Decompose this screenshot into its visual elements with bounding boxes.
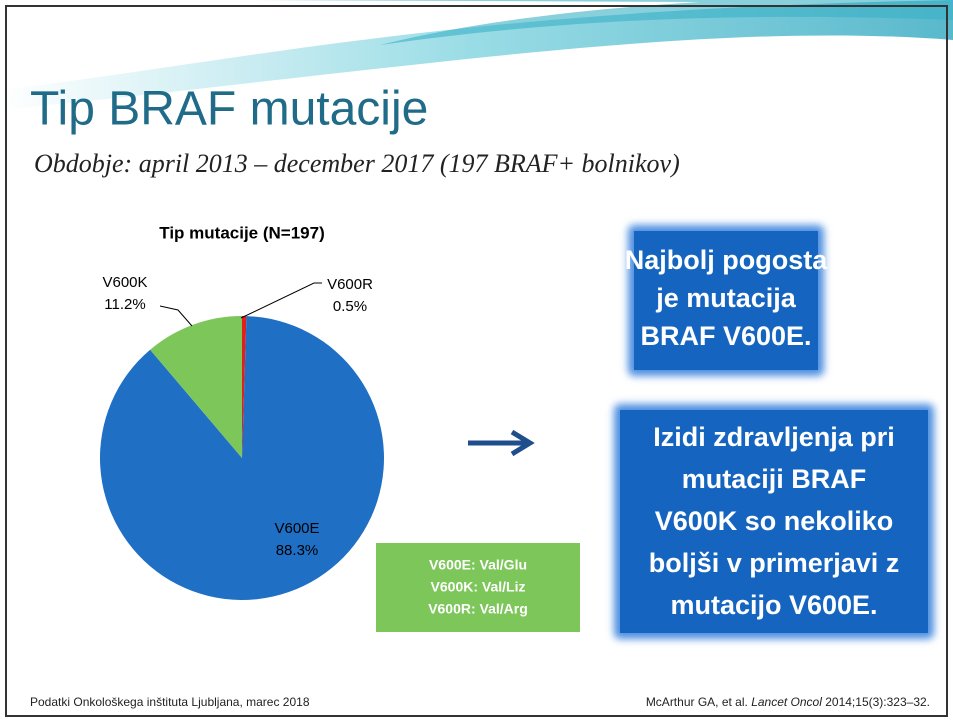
callout-line: BRAF V600E. [640,321,811,351]
callout-line: Najbolj pogosta [625,245,828,275]
legend-box-line: V600K: Val/Liz [431,579,526,595]
callout-box [620,410,928,633]
swoosh [250,0,953,45]
frame [5,5,948,717]
callout-line: V600K so nekoliko [655,506,894,536]
citation: McArthur GA, et al. [646,695,751,709]
slice-value-label: 0.5% [333,298,367,315]
slide-title: Tip BRAF mutacije [30,83,428,136]
swoosh [0,0,953,110]
chart-title: Tip mutacije (N=197) [159,223,325,242]
slice-label: V600E [274,520,319,537]
callout-line: boljši v primerjavi z [649,548,900,578]
leader-line [159,305,193,327]
pie-slice [242,316,247,458]
arrow [468,429,535,457]
leader-line [240,282,322,319]
slice-label: V600R [327,276,373,293]
footer-left: Podatki Onkološkega inštituta Ljubljana,… [30,695,310,709]
slice-value-label: 88.3% [276,542,319,559]
slice-value-label: 11.2% [104,296,145,313]
legend-box-line: V600E: Val/Glu [429,557,527,573]
legend-box-line: V600R: Val/Arg [428,601,528,617]
legend-box [376,543,580,632]
callout-box [634,231,818,370]
footer-right: McArthur GA, et al. Lancet Oncol 2014;15… [646,695,930,709]
slice-label: V600K [102,274,147,291]
pie-slice [150,316,242,458]
subtitle: Obdobje: april 2013 – december 2017 (197… [34,149,680,178]
callout-line: Izidi zdravljenja pri [653,422,895,452]
legend-box-text: V600E: Val/Glu V600K: Val/Liz V600R: Val/A… [428,557,528,617]
callout-line: mutaciji BRAF [682,464,867,494]
callouts: Najbolj pogosta je mutacija BRAF V600E. Izi… [625,245,900,620]
callout-line: je mutacija [655,283,797,313]
pie: V600E 88.3% V600K 11.2% V600R 0.5% [99,274,384,600]
citation: 2014;15(3):323–32. [822,695,930,709]
pie-slice [99,316,384,600]
citation-journal: Lancet Oncol [751,695,822,709]
callout-line: mutacijo V600E. [670,590,877,620]
